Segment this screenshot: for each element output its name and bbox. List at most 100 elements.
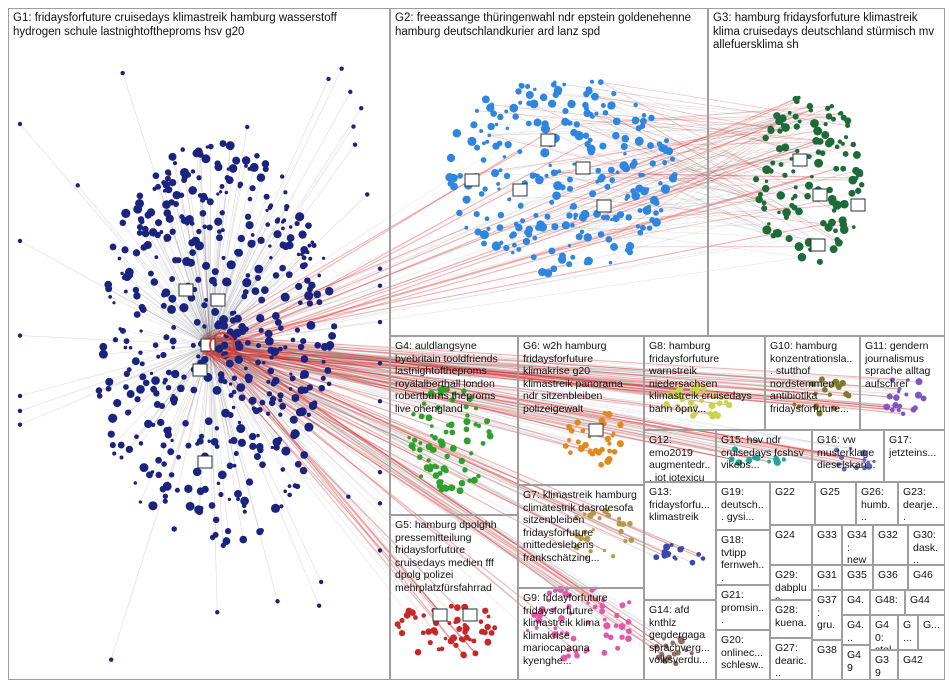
node xyxy=(617,421,624,429)
node xyxy=(134,396,141,403)
edge xyxy=(665,105,810,152)
node xyxy=(242,509,247,514)
node xyxy=(611,449,618,455)
node xyxy=(152,342,159,348)
group-box: G10: hamburg konzentrationsla... stuttho… xyxy=(765,336,860,430)
group-box: G... xyxy=(918,615,945,650)
node xyxy=(418,441,423,446)
node xyxy=(625,628,632,635)
node xyxy=(627,520,633,527)
node xyxy=(253,453,261,461)
node xyxy=(17,333,23,338)
node xyxy=(463,418,471,426)
edge xyxy=(586,108,778,234)
edge xyxy=(553,172,776,233)
node xyxy=(627,600,632,605)
node xyxy=(473,211,480,218)
node xyxy=(781,457,787,462)
node xyxy=(661,548,668,556)
node xyxy=(854,168,864,178)
node xyxy=(795,207,803,216)
group-box: G4: auldlangsyne byebritain tooldfriends… xyxy=(390,336,518,515)
node xyxy=(465,438,471,444)
node xyxy=(247,196,253,202)
edge xyxy=(586,93,772,172)
node xyxy=(512,242,517,248)
node xyxy=(151,422,156,427)
node xyxy=(829,384,834,389)
edge xyxy=(590,139,781,196)
edge xyxy=(476,110,817,142)
edge xyxy=(209,237,220,346)
group-box: G5: hamburg dpolghh pressemitteilung fri… xyxy=(390,515,518,680)
node xyxy=(639,224,646,231)
node xyxy=(108,413,118,423)
node xyxy=(580,428,586,434)
node xyxy=(160,302,167,309)
node xyxy=(547,99,557,108)
edge xyxy=(665,118,834,190)
edge xyxy=(209,344,284,470)
node xyxy=(486,226,491,231)
edge xyxy=(573,163,765,209)
node xyxy=(201,302,208,309)
edge xyxy=(143,247,211,346)
node xyxy=(789,157,793,161)
node xyxy=(573,648,579,654)
edge xyxy=(529,152,823,230)
node xyxy=(862,458,867,462)
node xyxy=(666,392,673,399)
node xyxy=(562,443,569,449)
edge xyxy=(98,344,211,391)
node xyxy=(463,426,470,433)
edge xyxy=(509,177,857,200)
image-node xyxy=(810,238,826,252)
node xyxy=(233,328,242,338)
edge xyxy=(571,97,799,208)
node xyxy=(607,166,615,174)
node xyxy=(696,389,701,394)
node xyxy=(425,628,432,635)
node xyxy=(625,619,632,625)
node xyxy=(270,445,274,450)
node xyxy=(473,422,478,427)
node xyxy=(661,145,669,153)
edge xyxy=(204,345,605,552)
node xyxy=(152,172,160,180)
node xyxy=(834,447,840,453)
edge xyxy=(608,137,766,240)
edge xyxy=(213,335,857,468)
group-label: G25 xyxy=(820,486,840,498)
edge xyxy=(209,296,286,346)
node xyxy=(467,136,477,146)
node xyxy=(638,172,644,178)
node xyxy=(820,219,827,227)
edge xyxy=(205,341,869,467)
node xyxy=(830,116,836,122)
node xyxy=(320,343,329,351)
node xyxy=(794,148,800,154)
edge xyxy=(624,146,833,202)
node xyxy=(612,214,620,223)
node xyxy=(227,497,231,501)
node xyxy=(287,492,292,498)
node xyxy=(256,433,260,438)
image-node xyxy=(596,199,612,213)
node xyxy=(474,144,481,151)
node xyxy=(482,629,488,636)
node xyxy=(897,403,903,409)
node xyxy=(611,90,617,97)
node xyxy=(185,442,192,449)
node xyxy=(601,649,607,655)
node xyxy=(411,412,416,417)
edge xyxy=(672,178,766,189)
node xyxy=(503,244,510,252)
edge xyxy=(210,343,670,658)
edge xyxy=(205,341,816,395)
node xyxy=(241,156,251,165)
edge xyxy=(112,344,211,446)
node xyxy=(549,199,555,205)
edge xyxy=(214,345,887,408)
group-label: G19: deutsch... gysi... xyxy=(721,486,764,523)
node xyxy=(147,270,154,277)
